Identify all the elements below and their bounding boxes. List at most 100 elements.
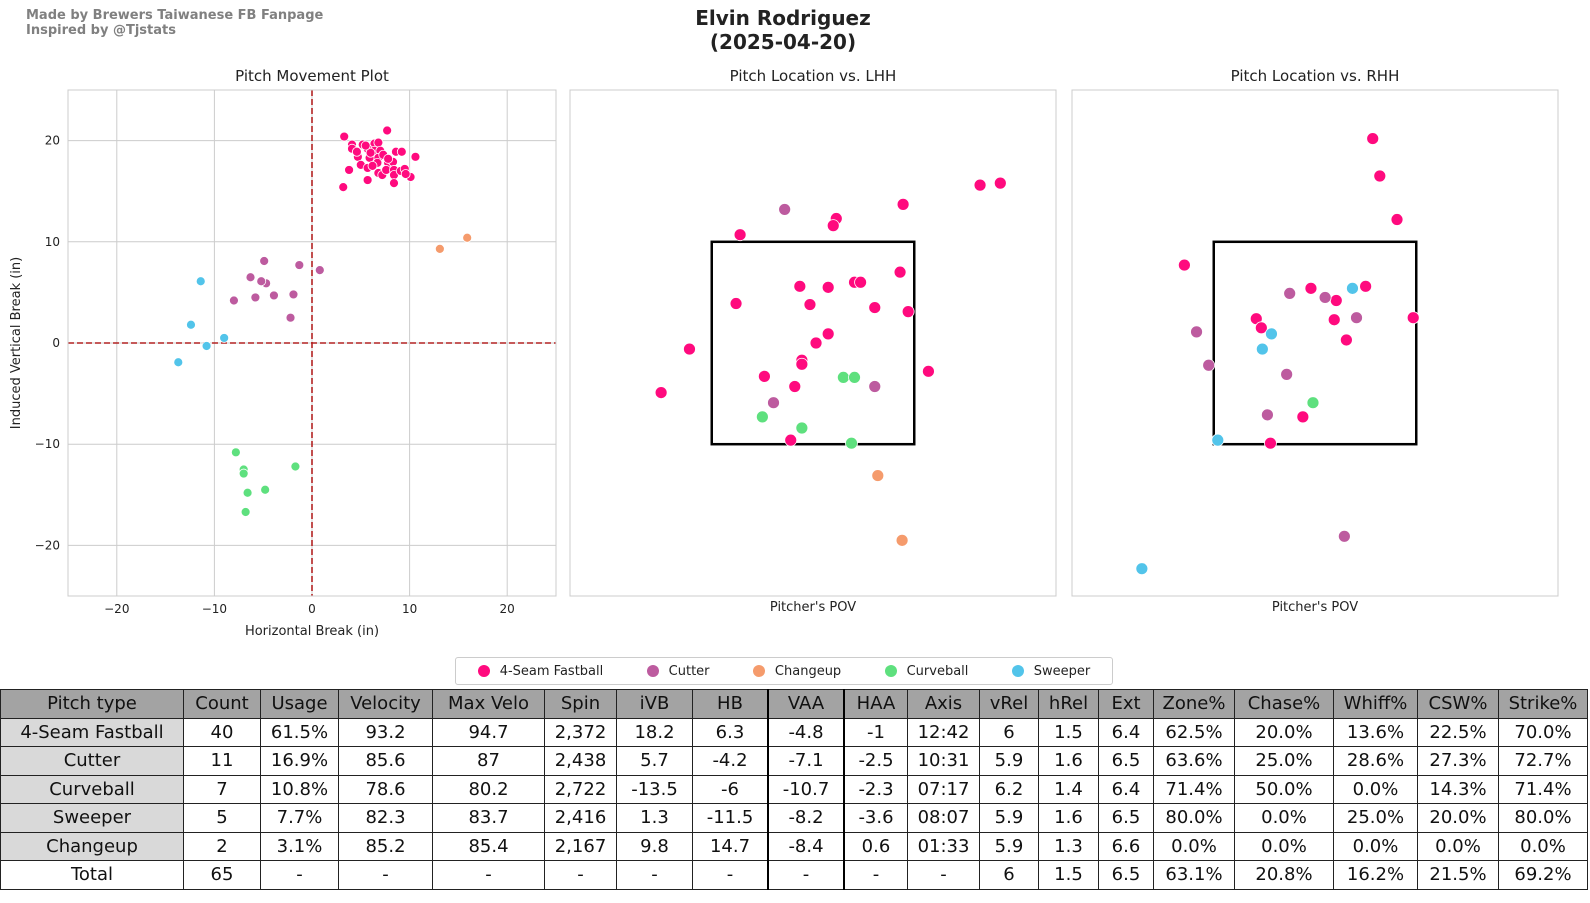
pitch-point-sweeper: [195, 276, 206, 287]
table-cell: 6.2: [979, 774, 1039, 804]
column-header: Usage: [260, 689, 339, 719]
table-cell: 1.3: [616, 803, 693, 833]
pitch-point-sweeper: [186, 319, 196, 330]
pitch-point-curveball: [238, 468, 249, 479]
credit-line: Made by Brewers Taiwanese FB Fanpage: [26, 8, 324, 23]
pitch-point-curveball: [260, 484, 271, 495]
x-tick-label: 10: [402, 602, 417, 616]
credit-line: Inspired by @Tjstats: [26, 23, 176, 38]
pitch-point-4-seam-fastball: [795, 357, 809, 371]
pitch-point-4-seam-fastball: [821, 280, 835, 294]
pitch-point-4-seam-fastball: [367, 160, 378, 171]
table-cell: 80.0%: [1498, 803, 1588, 833]
table-cell: 1.6: [1038, 803, 1099, 833]
table-cell: 7: [183, 774, 261, 804]
table-cell: 07:17: [907, 774, 980, 804]
table-cell: 93.2: [338, 717, 433, 747]
strike-zone: [710, 240, 916, 446]
table-cell: 16.9%: [260, 746, 339, 776]
table-cell: 11: [183, 746, 261, 776]
pitch-point-4-seam-fastball: [400, 169, 411, 179]
pitch-point-4-seam-fastball: [1359, 279, 1373, 293]
table-cell: -11.5: [692, 803, 769, 833]
column-header: iVB: [616, 689, 693, 719]
table-cell: 69.2%: [1498, 860, 1588, 890]
table-row: Changeup 2 3.1% 85.2 85.4 2,167 9.8 14.7 -8.4 0.6…: [0, 831, 1588, 861]
table-cell: -: [616, 860, 693, 890]
table-cell: -7.1: [767, 746, 845, 776]
table-cell: 10:31: [907, 746, 980, 776]
y-tick-label: 10: [45, 235, 60, 249]
table-cell: 10.8%: [260, 774, 339, 804]
legend-label: 4-Seam Fastball: [499, 663, 604, 679]
plot-frame: [569, 89, 1057, 597]
legend-item: 4-Seam Fastball: [477, 663, 604, 679]
table-cell: 83.7: [432, 803, 545, 833]
table-cell: 1.5: [1038, 860, 1099, 890]
pitch-point-cutter: [1202, 358, 1216, 372]
pitch-point-cutter: [229, 295, 239, 306]
table-cell: 20.0%: [1417, 803, 1499, 833]
table-cell: 1.4: [1038, 774, 1099, 804]
table-cell: 0.0%: [1498, 831, 1588, 861]
table-cell: Sweeper: [0, 803, 184, 833]
table-cell: -: [544, 860, 617, 890]
table-cell: 87: [432, 746, 545, 776]
x-axis-label: Pitcher's POV: [770, 600, 856, 615]
x-axis-label: Horizontal Break (in): [245, 624, 379, 639]
table-cell: -8.4: [767, 831, 845, 861]
pitch-point-4-seam-fastball: [360, 140, 371, 151]
table-cell: 1.5: [1038, 717, 1099, 747]
table-cell: Curveball: [0, 774, 184, 804]
table-cell: 2: [183, 831, 261, 861]
column-header: Axis: [907, 689, 980, 719]
column-header: Strike%: [1498, 689, 1588, 719]
pitch-point-sweeper: [1135, 562, 1149, 576]
page-title: Elvin Rodriguez (2025-04-20): [0, 6, 1566, 54]
pitch-point-4-seam-fastball: [362, 175, 373, 185]
table-row: Curveball 7 10.8% 78.6 80.2 2,722 -13.5 -6 -10.7…: [0, 774, 1588, 804]
column-header: Max Velo: [432, 689, 545, 719]
table-cell: -: [260, 860, 339, 890]
table-cell: 9.8: [616, 831, 693, 861]
table-cell: 08:07: [907, 803, 980, 833]
table-cell: 6.3: [692, 717, 769, 747]
table-cell: 5.9: [979, 803, 1039, 833]
y-tick-label: 0: [52, 336, 60, 350]
pitch-point-4-seam-fastball: [1296, 410, 1310, 424]
table-cell: 14.3%: [1417, 774, 1499, 804]
table-cell: 12:42: [907, 717, 980, 747]
x-axis-label: Pitcher's POV: [1272, 600, 1358, 615]
pitch-point-cutter: [1280, 367, 1294, 381]
table-cell: 82.3: [338, 803, 433, 833]
legend-marker: [752, 665, 765, 677]
table-cell: -: [767, 860, 845, 890]
table-cell: 28.6%: [1333, 746, 1418, 776]
plot-title: Pitch Location vs. LHH: [730, 67, 897, 85]
pitch-point-cutter: [1261, 408, 1274, 422]
table-cell: 85.4: [432, 831, 545, 861]
table-cell: -10.7: [767, 774, 845, 804]
table-header-row: Pitch type Count Usage Velocity Max Velo Spin…: [0, 689, 1588, 719]
pitch-point-curveball: [240, 507, 251, 517]
pitch-point-curveball: [242, 487, 253, 498]
pitch-point-curveball: [1306, 396, 1320, 410]
column-header: Count: [183, 689, 261, 719]
pitch-point-4-seam-fastball: [973, 178, 987, 192]
table-cell: -4.8: [767, 717, 845, 747]
table-cell: 40: [183, 717, 261, 747]
pitch-point-cutter: [1318, 291, 1332, 304]
column-header: Ext: [1098, 689, 1154, 719]
pitch-point-changeup: [462, 232, 473, 243]
table-cell: 20.8%: [1234, 860, 1334, 890]
pitch-point-curveball: [290, 461, 301, 472]
table-cell: 63.1%: [1153, 860, 1235, 890]
table-cell: 0.0%: [1333, 831, 1418, 861]
pitch-point-4-seam-fastball: [893, 265, 907, 279]
table-cell: -: [432, 860, 545, 890]
legend-marker: [884, 665, 897, 677]
table-cell: 78.6: [338, 774, 433, 804]
table-cell: 2,438: [544, 746, 617, 776]
table-cell: -: [338, 860, 433, 890]
pitch-point-4-seam-fastball: [854, 275, 867, 289]
